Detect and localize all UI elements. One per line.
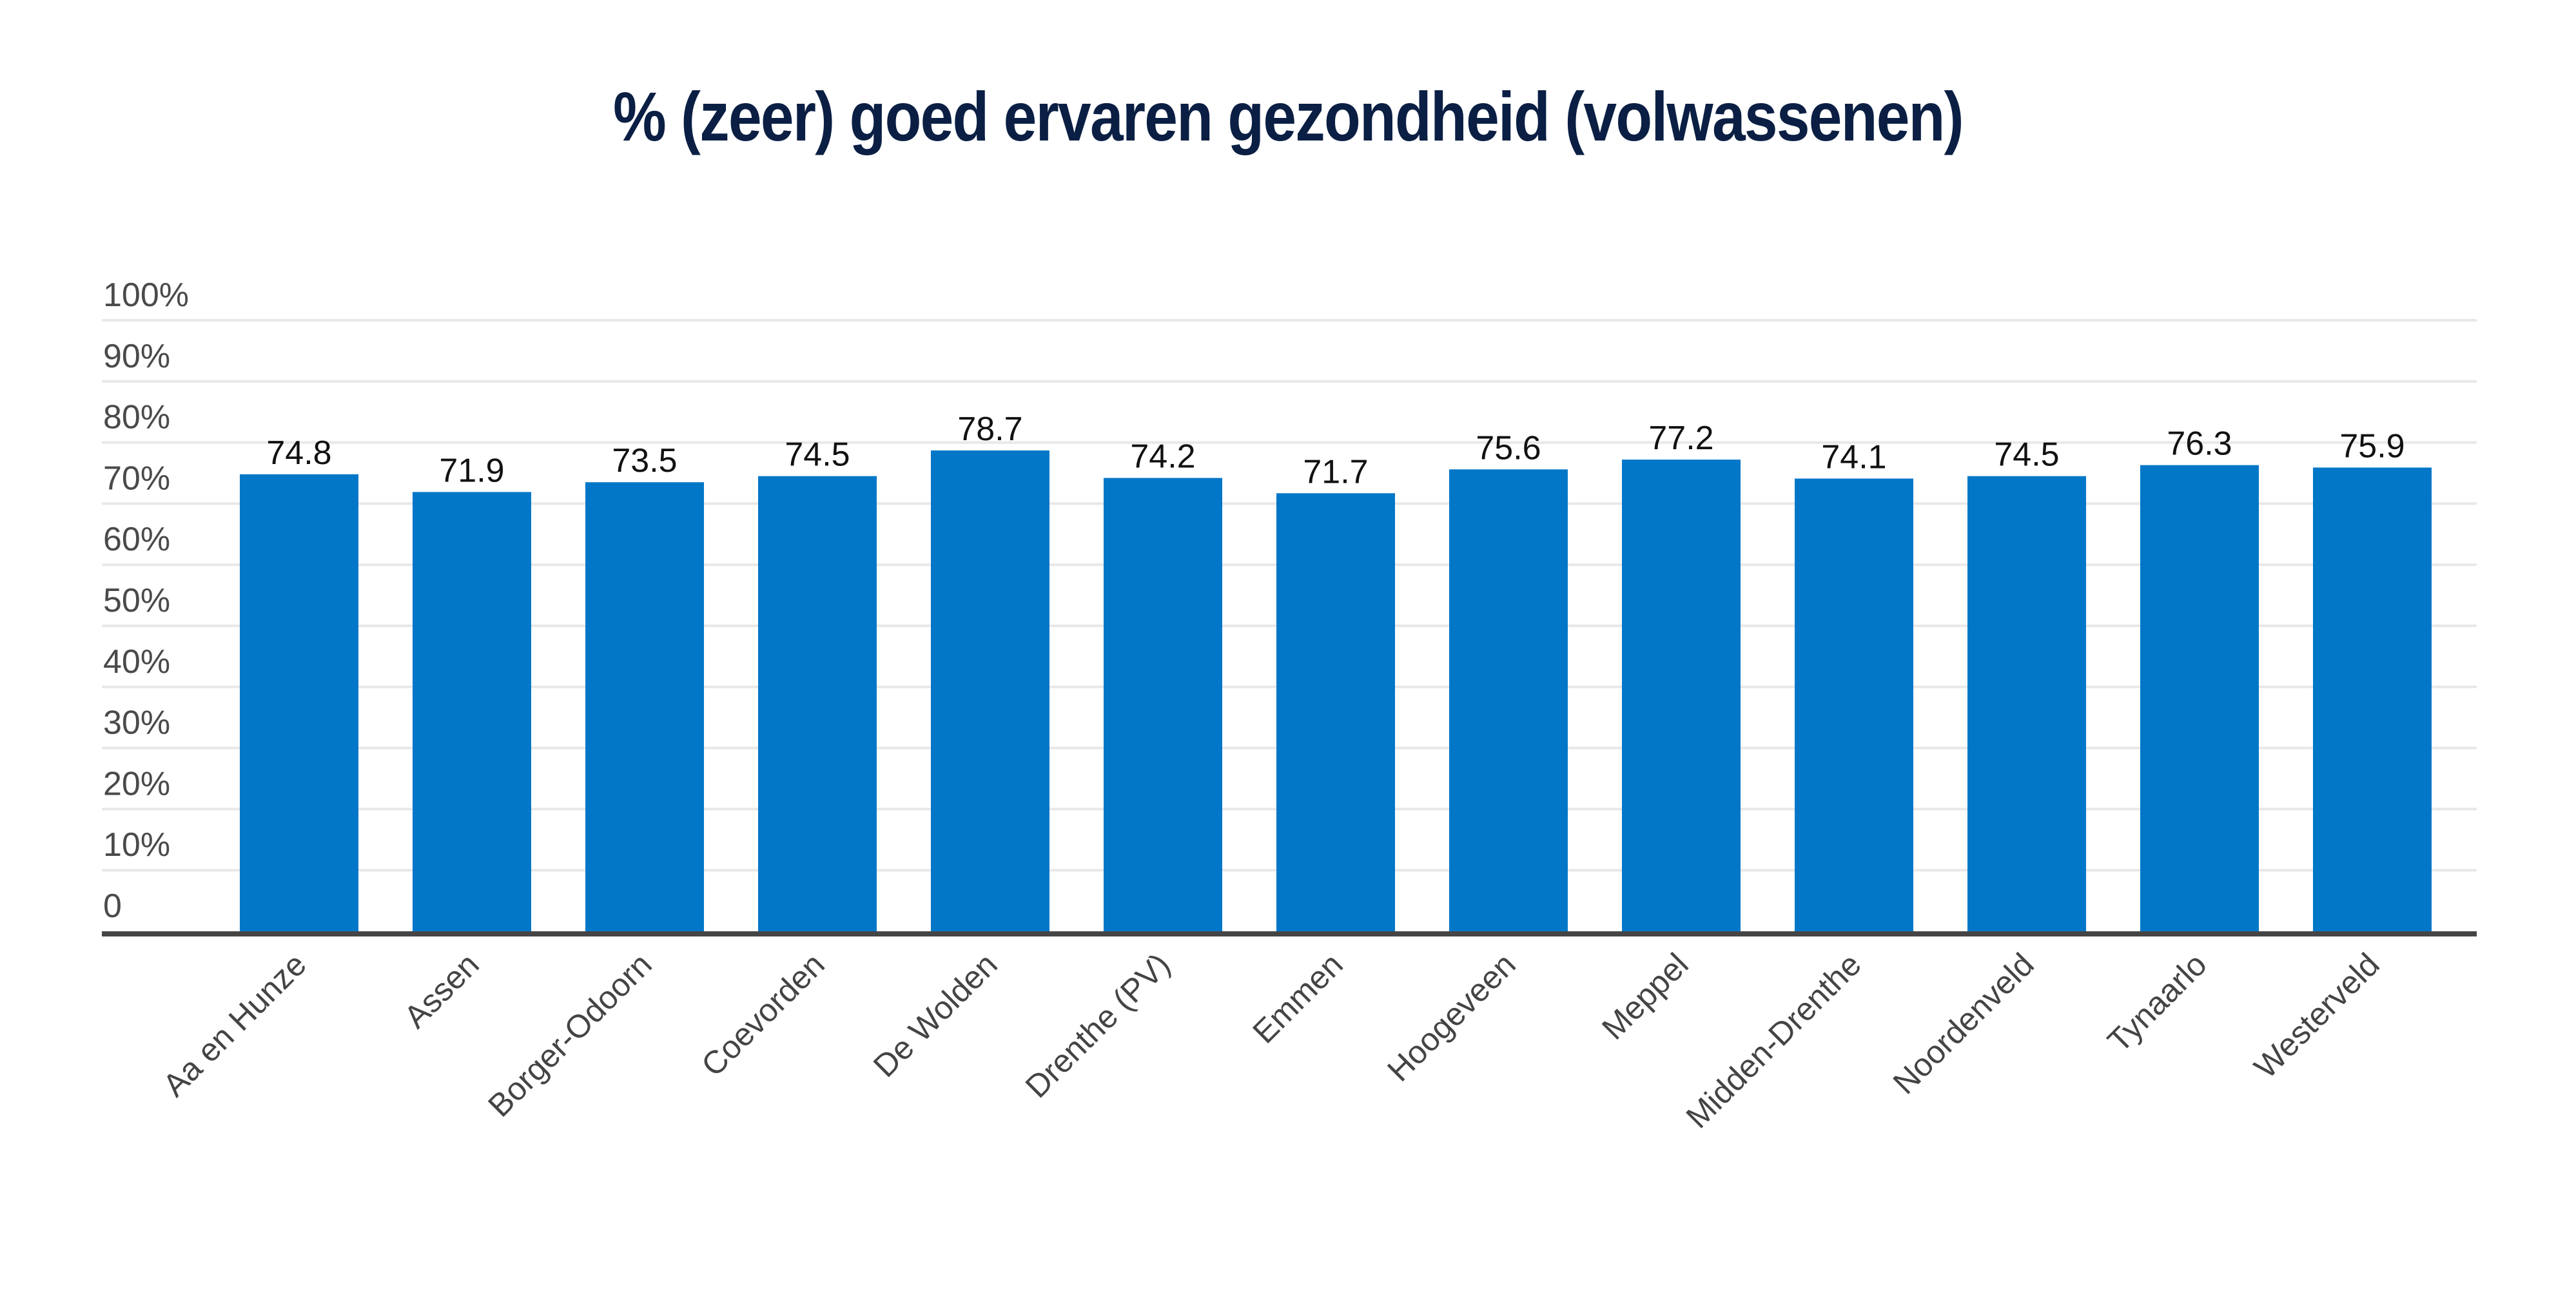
value-label: 77.2 [1648,420,1713,457]
bars [240,450,2432,931]
value-label: 71.7 [1303,453,1368,490]
category-label: Midden-Drenthe [1679,946,1868,1135]
category-label: Hoogeveen [1380,946,1522,1088]
category-label: Aa en Hunze [156,946,313,1103]
y-tick-label: 10% [103,826,170,864]
category-label: Drenthe (PV) [1019,946,1177,1105]
y-tick-label: 40% [103,643,170,681]
y-tick-label: 0 [103,887,122,925]
category-label: De Wolden [866,946,1004,1084]
bar [240,474,358,931]
bar [1795,478,1913,931]
bar [585,482,704,931]
category-label: Meppel [1595,946,1695,1047]
value-label: 74.5 [1994,436,2059,474]
bar [413,492,531,931]
value-label: 71.9 [439,452,504,489]
chart-title: % (zeer) goed ervaren gezondheid (volwas… [613,77,1964,155]
value-labels: 74.8 71.9 73.5 74.5 78.7 74.2 71.7 75.6 77.2 74.1… [266,411,2405,490]
value-label: 74.8 [266,434,331,472]
y-tick-label: 30% [103,704,170,742]
y-tick-label: 50% [103,582,170,619]
bar [931,450,1049,931]
bar [1276,493,1395,931]
y-tick-label: 70% [103,460,170,497]
bar [1967,476,2086,931]
category-label: Borger-Odoorn [481,946,658,1123]
category-label: Coevorden [694,946,832,1083]
category-label: Westerveld [2247,946,2386,1085]
bar [2313,467,2432,931]
bar [758,476,877,931]
value-label: 75.6 [1476,429,1541,467]
y-tick-label: 100% [103,276,189,314]
value-label: 73.5 [612,442,677,480]
category-label: Noordenveld [1886,946,2041,1101]
value-label: 76.3 [2167,425,2232,463]
value-label: 75.9 [2339,427,2405,465]
y-tick-label: 20% [103,765,170,802]
bar [2140,465,2259,931]
y-tick-label: 90% [103,338,170,375]
bar [1104,478,1222,931]
bar [1622,460,1741,931]
y-tick-label: 80% [103,399,170,436]
value-label: 74.5 [785,436,850,474]
y-tick-label: 60% [103,521,170,558]
value-label: 74.2 [1130,438,1195,476]
bar [1449,469,1568,931]
value-label: 74.1 [1821,439,1886,476]
category-label: Tynaarlo [2101,946,2214,1059]
category-label: Emmen [1245,946,1349,1050]
y-axis-tick-labels: 0 10% 20% 30% 40% 50% 60% 70% 80% 90% 100% [103,276,189,925]
value-label: 78.7 [957,411,1022,448]
category-label: Assen [397,946,486,1035]
